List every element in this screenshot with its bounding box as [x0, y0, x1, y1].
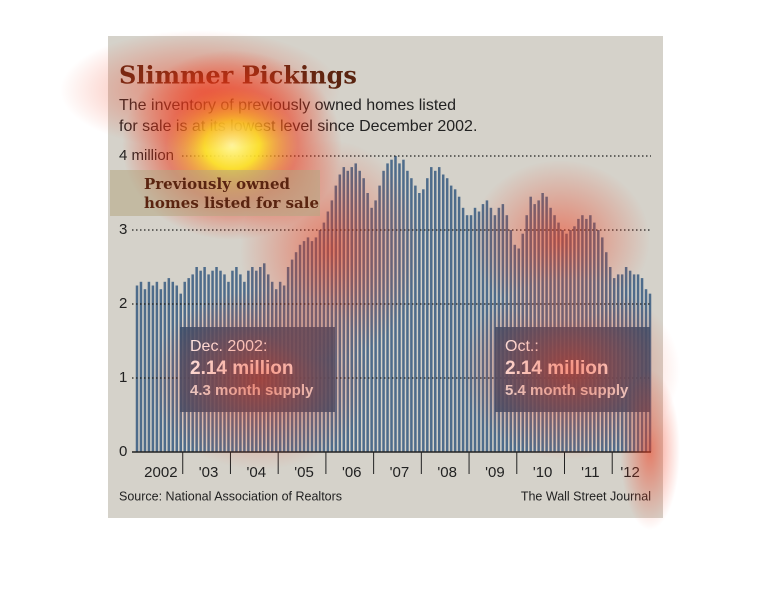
subtitle: for sale is at its lowest level since De…	[119, 118, 477, 135]
bar	[366, 193, 369, 452]
callout-supply: 5.4 month supply	[505, 382, 629, 399]
x-tick-label: 2002	[144, 464, 177, 481]
bar	[402, 159, 405, 452]
x-tick-label: '08	[437, 464, 457, 481]
bar	[453, 189, 457, 453]
x-tick-label: '04	[247, 464, 267, 481]
bar	[445, 178, 449, 452]
x-tick-label: '10	[533, 464, 553, 481]
callout-value: 2.14 million	[505, 358, 608, 379]
bar	[155, 281, 159, 452]
bar	[358, 170, 361, 453]
bar	[469, 215, 473, 452]
x-tick-label: '05	[294, 464, 314, 481]
bar	[477, 211, 481, 452]
subtitle: The inventory of previously owned homes …	[119, 97, 456, 114]
bar	[414, 185, 417, 452]
bar	[350, 167, 353, 452]
x-tick-label: '11	[581, 464, 599, 481]
bar	[362, 178, 365, 452]
legend: Previously owned homes listed for sale	[110, 170, 320, 216]
bar	[457, 196, 461, 452]
bar	[441, 174, 445, 452]
bar	[406, 170, 409, 453]
bar	[461, 207, 465, 452]
bar	[159, 289, 163, 452]
bar	[175, 285, 179, 452]
y-tick-label: 3	[119, 221, 127, 238]
bar	[342, 167, 346, 452]
bar	[434, 170, 437, 453]
bar	[537, 200, 540, 452]
bar	[346, 170, 350, 453]
bar	[418, 193, 421, 452]
callout-value: 2.14 million	[190, 358, 293, 379]
bar	[489, 207, 493, 452]
bar	[430, 167, 433, 452]
x-tick-label: '03	[199, 464, 219, 481]
x-tick-label: '06	[342, 464, 362, 481]
bar	[473, 207, 477, 452]
bar	[398, 163, 401, 452]
bar	[426, 178, 429, 452]
bar	[390, 159, 393, 452]
bar	[481, 204, 485, 452]
bar	[338, 174, 342, 452]
bar	[147, 281, 151, 452]
y-tick-label: 4 million	[119, 147, 174, 164]
bar	[378, 185, 381, 452]
bar	[135, 285, 139, 452]
bar	[422, 189, 425, 453]
source: Source: National Association of Realtors	[119, 489, 342, 503]
credit: The Wall Street Journal	[521, 489, 651, 503]
bar	[410, 178, 413, 452]
bar	[449, 185, 453, 452]
y-tick-label: 1	[119, 369, 127, 386]
bar	[171, 281, 175, 452]
x-tick-label: '12	[620, 464, 640, 481]
bar	[541, 193, 544, 452]
bar	[334, 185, 338, 452]
x-tick-label: '07	[390, 464, 410, 481]
bar	[143, 289, 147, 452]
bar	[151, 285, 155, 452]
bar	[374, 200, 377, 452]
callout-date: Dec. 2002:	[190, 338, 267, 355]
bar	[354, 163, 357, 452]
bar	[437, 167, 441, 452]
bar	[465, 215, 469, 452]
x-tick-label: '09	[485, 464, 505, 481]
callout-date: Oct.:	[505, 338, 539, 355]
bar	[370, 207, 373, 452]
y-tick-label: 2	[119, 295, 127, 312]
bar	[545, 196, 548, 452]
chart-title: Slimmer Pickings	[119, 61, 357, 90]
callout-supply: 4.3 month supply	[190, 382, 314, 399]
bar	[386, 163, 389, 452]
bar	[330, 200, 334, 452]
bar	[139, 281, 143, 452]
y-tick-label: 0	[119, 443, 127, 460]
bar	[529, 196, 532, 452]
bar	[485, 200, 489, 452]
bar	[163, 281, 167, 452]
bar	[382, 170, 385, 453]
